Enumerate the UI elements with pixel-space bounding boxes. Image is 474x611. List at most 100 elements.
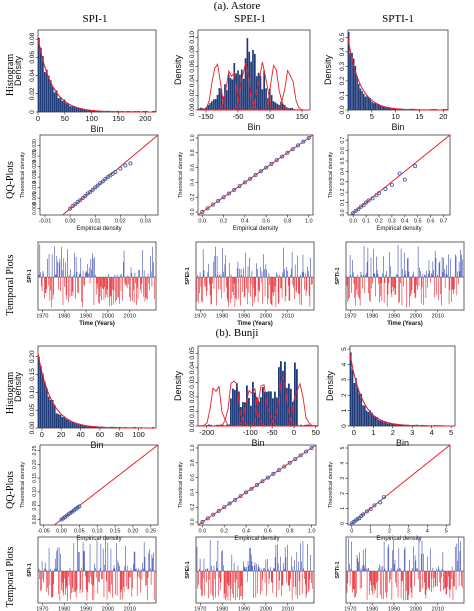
hist-bar <box>257 72 260 110</box>
x-axis-label: Empirical density <box>76 226 121 232</box>
qq-point <box>93 185 98 190</box>
qq-point <box>216 508 221 513</box>
fit-curve <box>198 69 310 111</box>
y-tick-label: 0.3 <box>339 62 346 71</box>
hist-bar <box>374 102 377 110</box>
hist-bar <box>378 104 380 110</box>
hist-bar <box>87 425 89 428</box>
x-tick-label: 2000 <box>102 607 114 611</box>
qq-point <box>376 191 381 196</box>
hist-bar <box>286 387 288 426</box>
x-tick-label: 0.2 <box>220 529 228 535</box>
qq-point <box>351 210 356 215</box>
qq-point <box>226 191 231 196</box>
hist-bar <box>233 63 236 110</box>
fit-curve <box>37 38 156 113</box>
qq-point <box>296 143 301 148</box>
qq-point <box>269 161 274 166</box>
y-axis-label: Theoretical density <box>178 462 184 508</box>
hist-bar <box>350 352 352 426</box>
qq-point <box>366 198 371 203</box>
qq-point <box>287 460 292 465</box>
hist-bar <box>270 391 272 426</box>
y-tick-label: 0.015 <box>32 171 38 184</box>
hist-bar <box>91 426 93 428</box>
reference-line <box>197 444 317 526</box>
hist-bar <box>381 106 383 110</box>
y-axis-label: Theoretical density <box>328 152 334 198</box>
y-tick-label: 0.06 <box>29 51 36 64</box>
x-tick-label: 0 <box>292 428 296 437</box>
hist-bar <box>264 391 266 426</box>
panel-a-hist-spti: 0 5 10 15 20 0.0 0.1 0.2 0.3 0.4 0.5 Bin Density <box>323 29 449 132</box>
qq-point <box>221 195 226 200</box>
x-tick-label: 2000 <box>410 607 422 611</box>
x-tick-label: 10 <box>391 112 399 121</box>
hist-bar <box>238 391 240 426</box>
hist-bar <box>246 385 248 426</box>
qq-point <box>402 177 407 182</box>
x-tick-label: -50 <box>267 428 278 437</box>
x-tick-label: 3 <box>407 529 410 535</box>
y-tick-label: 0.0 <box>190 208 196 215</box>
y-tick-label: 0.000 <box>32 202 38 215</box>
axes-frame <box>195 536 315 604</box>
qq-point <box>378 500 383 505</box>
x-tick-label: 0 <box>352 428 356 437</box>
hist-bar <box>308 424 310 426</box>
hist-bar <box>371 412 373 426</box>
hist-bar <box>246 38 249 111</box>
hist-bar <box>53 404 56 428</box>
x-tick-label: 0.00 <box>56 529 67 535</box>
column-title-spti: SPTI-1 <box>382 13 414 25</box>
y-axis-label: SPEI-1 <box>185 561 191 578</box>
axes-frame <box>197 134 314 216</box>
hist-bar <box>354 65 357 110</box>
qq-point <box>290 147 295 152</box>
hist-bar <box>282 103 284 110</box>
hist-bar <box>216 94 219 110</box>
hist-bar <box>296 369 298 426</box>
qq-point <box>95 183 100 188</box>
hist-bar <box>300 424 302 426</box>
qq-point <box>200 520 205 525</box>
x-tick-label: -200 <box>199 428 214 437</box>
y-tick-label: 0.7 <box>340 137 346 144</box>
x-tick-label: 0.6 <box>427 219 435 225</box>
hist-bar <box>55 413 58 428</box>
hist-bar <box>290 388 292 426</box>
x-tick-label: 15 <box>415 112 423 121</box>
hist-bar <box>282 370 284 426</box>
hist-bar <box>396 109 398 110</box>
panel-a-hist-spei: -150 -50 50 150 0.000.02 0.040.06 0.080.10 Bin D… <box>173 29 311 132</box>
qq-point <box>242 180 247 185</box>
hist-bar <box>366 95 368 110</box>
hist-bar <box>367 411 370 426</box>
y-axis-label: Density <box>323 54 333 85</box>
x-tick-label: 60 <box>96 430 104 439</box>
x-tick-label: 0.2 <box>375 219 383 225</box>
qq-point <box>357 516 362 521</box>
y-tick-label: 0.04 <box>189 361 196 374</box>
hist-bar <box>379 105 382 110</box>
x-tick-label: 2010 <box>124 607 136 611</box>
y-tick-label: 0.05 <box>32 501 38 511</box>
y-axis-label: SPTI-1 <box>335 561 341 578</box>
x-tick-label: 0.6 <box>262 219 270 225</box>
x-tick-label: 0.00 <box>65 219 76 225</box>
x-tick-label: 1 <box>369 529 372 535</box>
panel-b-hist-spei: -200 -100 -50 0 50 0.000.01 0.020.03 0.040.05 Bi… <box>173 345 320 448</box>
axes-frame <box>197 444 317 526</box>
hist-bar <box>268 391 270 426</box>
x-tick-label: 1980 <box>216 607 228 611</box>
hist-bar <box>218 424 220 426</box>
hist-bar <box>77 423 80 428</box>
qq-point <box>237 184 242 189</box>
hist-bar <box>77 107 80 112</box>
hist-bar <box>266 391 268 426</box>
x-tick-label: 100 <box>85 114 98 123</box>
y-tick-label: 0.0 <box>190 518 196 525</box>
hist-bar <box>358 393 361 426</box>
hist-bar <box>372 415 375 426</box>
